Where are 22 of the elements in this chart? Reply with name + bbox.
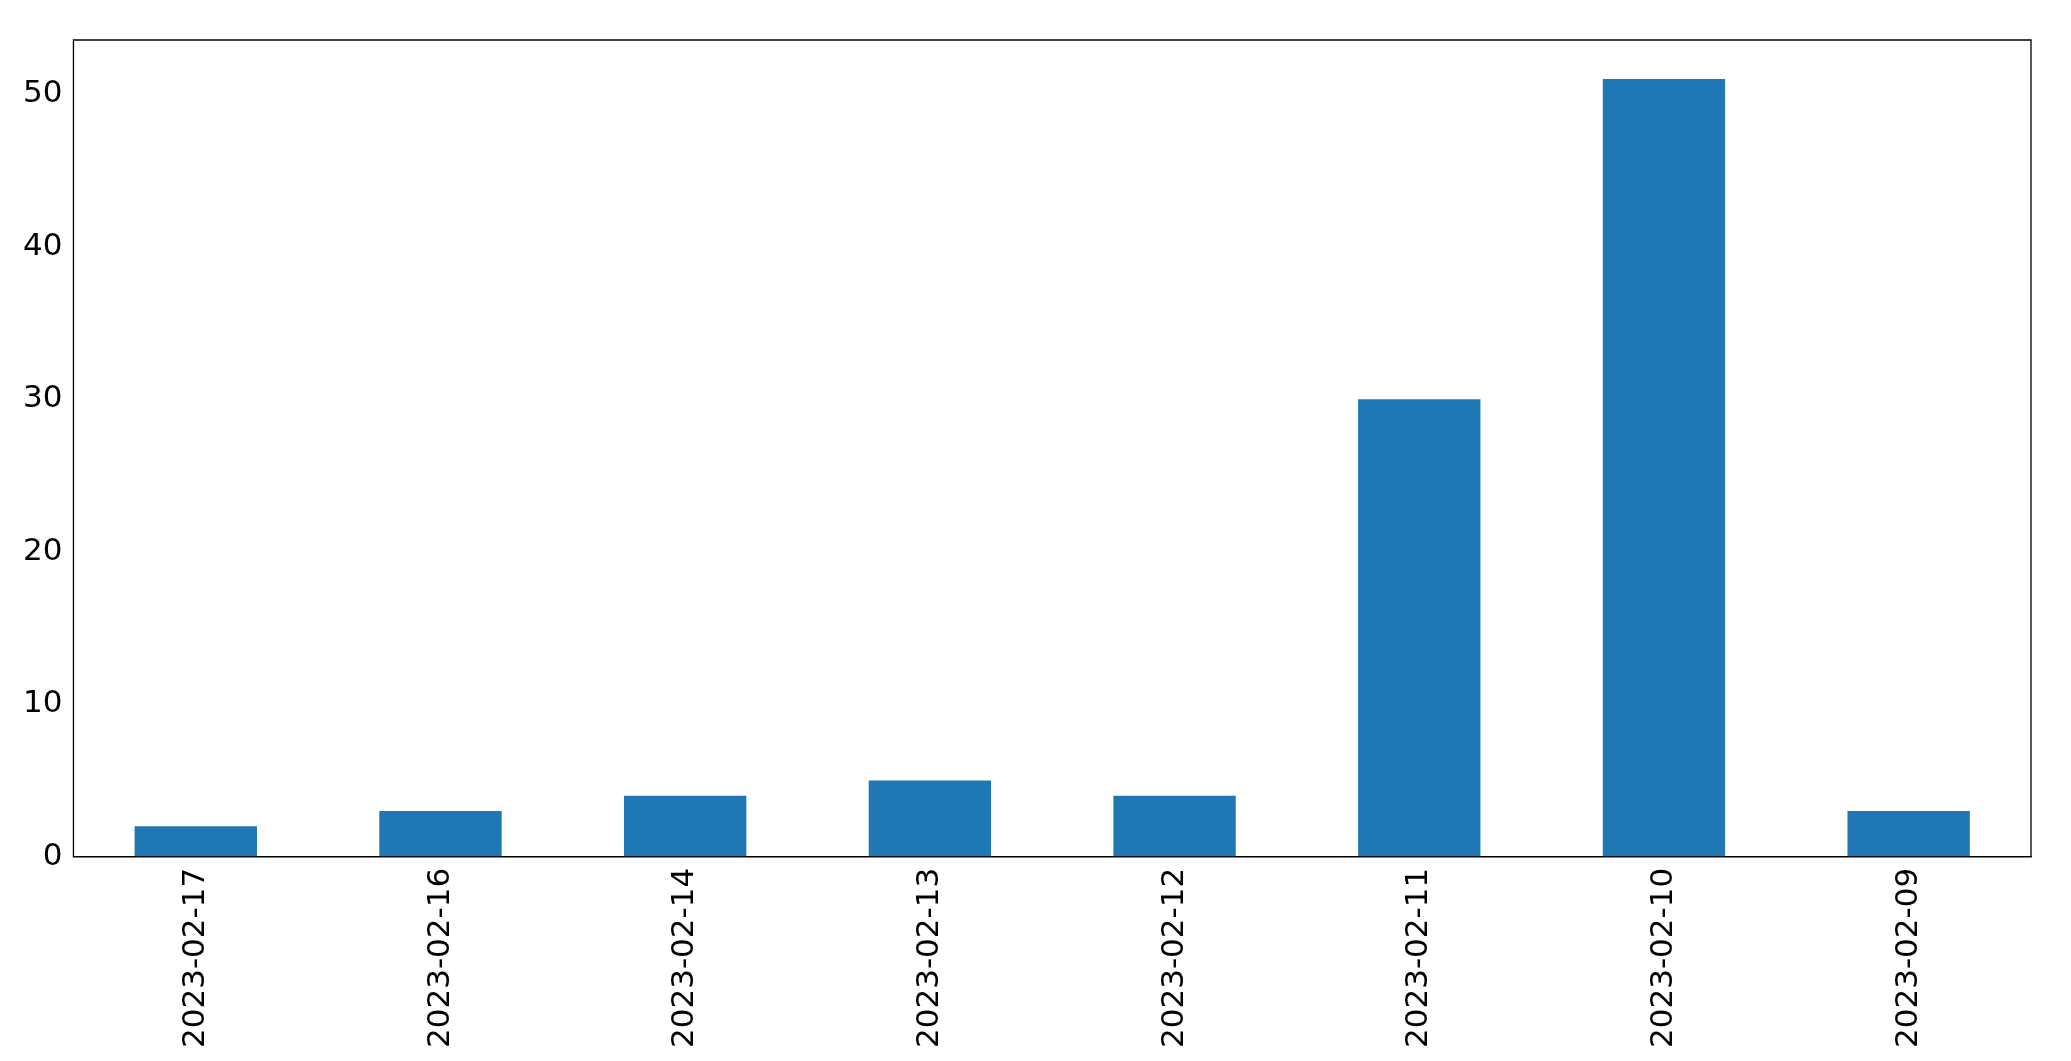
x-tick-label: 2023-02-11 [1398, 867, 1435, 1049]
x-tick-label: 2023-02-12 [1153, 867, 1190, 1049]
y-tick-label: 0 [42, 835, 63, 872]
x-tick-label: 2023-02-16 [419, 867, 456, 1049]
bar [624, 795, 747, 857]
bar [379, 811, 502, 857]
y-tick-label: 20 [22, 530, 63, 567]
y-tick-label: 40 [22, 225, 63, 262]
bar [1602, 78, 1726, 857]
y-tick-label: 50 [22, 73, 63, 110]
y-tick-label: 30 [22, 378, 63, 415]
bar [868, 780, 992, 857]
bar [1113, 795, 1236, 857]
x-tick-label: 2023-02-13 [908, 867, 945, 1049]
bar [1358, 399, 1481, 857]
bar [1847, 811, 1970, 857]
bar [134, 826, 257, 857]
x-tick-label: 2023-02-17 [174, 867, 211, 1049]
x-tick-label: 2023-02-10 [1643, 867, 1680, 1049]
y-tick-label: 10 [22, 683, 63, 720]
x-tick-label: 2023-02-14 [664, 867, 701, 1049]
x-tick-label: 2023-02-09 [1887, 867, 1924, 1049]
